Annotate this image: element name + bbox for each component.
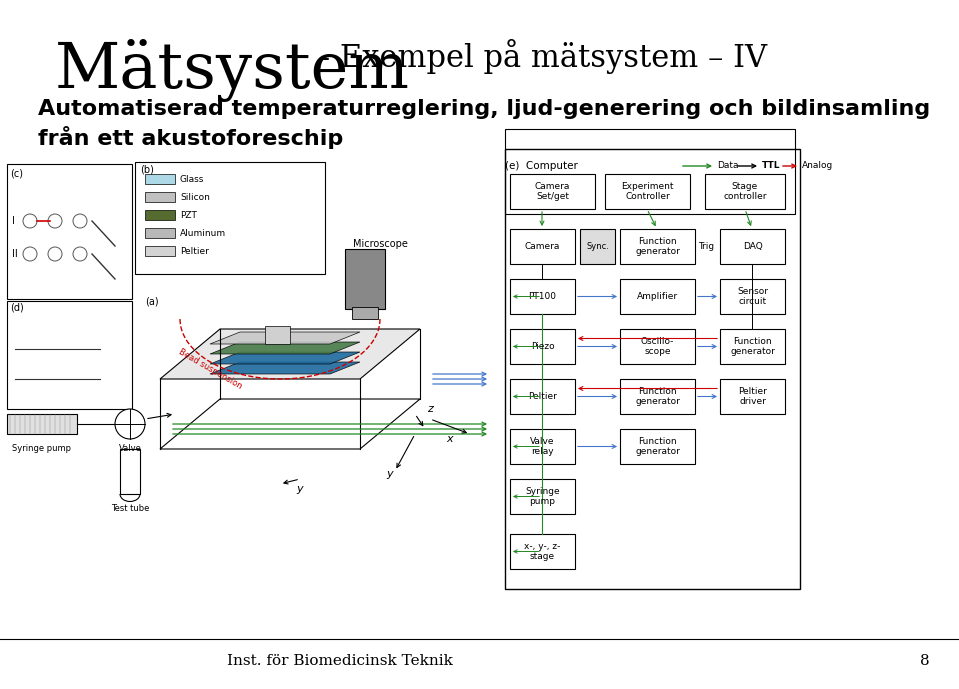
Bar: [352, 307, 378, 319]
Text: y: y: [296, 484, 303, 494]
Text: PZT: PZT: [180, 211, 197, 220]
Polygon shape: [160, 329, 420, 379]
Circle shape: [115, 409, 145, 439]
FancyBboxPatch shape: [510, 279, 575, 314]
FancyBboxPatch shape: [510, 174, 595, 209]
Text: Oscillo-
scope: Oscillo- scope: [641, 337, 674, 356]
Text: Sensor
circuit: Sensor circuit: [737, 287, 768, 306]
FancyBboxPatch shape: [720, 329, 785, 364]
FancyBboxPatch shape: [510, 229, 575, 264]
Text: x-, y-, z-
stage: x-, y-, z- stage: [525, 542, 561, 562]
Bar: [7, 164, 132, 299]
Text: 8: 8: [921, 654, 930, 668]
Polygon shape: [210, 352, 360, 364]
Polygon shape: [210, 332, 360, 344]
FancyBboxPatch shape: [720, 229, 785, 264]
Text: Camera
Set/get: Camera Set/get: [535, 182, 571, 201]
FancyBboxPatch shape: [510, 379, 575, 414]
Text: Data: Data: [717, 161, 738, 170]
Text: Peltier: Peltier: [180, 247, 209, 256]
FancyBboxPatch shape: [510, 329, 575, 364]
Bar: [120, 449, 140, 494]
Text: Function
generator: Function generator: [635, 237, 680, 256]
Text: Microscope: Microscope: [353, 239, 408, 249]
Text: (a): (a): [145, 297, 158, 307]
FancyBboxPatch shape: [705, 174, 785, 209]
Text: (b): (b): [140, 165, 153, 175]
FancyBboxPatch shape: [620, 229, 695, 264]
FancyBboxPatch shape: [620, 329, 695, 364]
Text: x: x: [447, 434, 454, 444]
Bar: [135, 162, 325, 274]
Text: från ett akustoforeschip: från ett akustoforeschip: [38, 126, 343, 149]
Text: Syringe pump: Syringe pump: [12, 444, 72, 453]
Text: I: I: [12, 216, 15, 226]
Text: - Exempel på mätsystem – IV: - Exempel på mätsystem – IV: [310, 39, 767, 74]
FancyBboxPatch shape: [510, 534, 575, 569]
Text: (c): (c): [10, 169, 23, 179]
Text: Valve: Valve: [119, 444, 141, 453]
Text: Amplifier: Amplifier: [637, 292, 678, 301]
Text: (e)  Computer: (e) Computer: [505, 161, 578, 171]
Bar: [145, 192, 175, 202]
Text: DAQ: DAQ: [742, 242, 762, 251]
FancyBboxPatch shape: [720, 379, 785, 414]
FancyBboxPatch shape: [620, 279, 695, 314]
Text: Test tube: Test tube: [111, 504, 150, 513]
FancyBboxPatch shape: [605, 174, 690, 209]
Text: (d): (d): [10, 303, 24, 313]
FancyBboxPatch shape: [510, 479, 575, 514]
FancyBboxPatch shape: [620, 429, 695, 464]
FancyBboxPatch shape: [510, 429, 575, 464]
Bar: [145, 174, 175, 184]
Text: Peltier
driver: Peltier driver: [738, 387, 767, 407]
Bar: [265, 326, 290, 344]
Text: Aluminum: Aluminum: [180, 229, 226, 238]
Text: PT100: PT100: [528, 292, 556, 301]
Text: Mätsystem: Mätsystem: [55, 39, 410, 102]
Bar: [145, 246, 175, 256]
Bar: [145, 210, 175, 220]
Text: Camera: Camera: [525, 242, 560, 251]
Text: Automatiserad temperaturreglering, ljud-generering och bildinsamling: Automatiserad temperaturreglering, ljud-…: [38, 99, 930, 119]
Text: Bead suspension: Bead suspension: [176, 347, 244, 391]
Text: Glass: Glass: [180, 174, 204, 183]
Text: Analog: Analog: [802, 161, 833, 170]
Text: II: II: [12, 249, 18, 259]
Text: Sync.: Sync.: [586, 242, 609, 251]
Bar: [145, 228, 175, 238]
Bar: [7, 301, 132, 409]
Polygon shape: [210, 362, 360, 374]
FancyBboxPatch shape: [620, 379, 695, 414]
FancyBboxPatch shape: [720, 279, 785, 314]
Bar: [505, 149, 800, 589]
Text: Function
generator: Function generator: [635, 387, 680, 407]
Text: Experiment
Controller: Experiment Controller: [621, 182, 674, 201]
Polygon shape: [160, 399, 420, 449]
Text: Piezo: Piezo: [530, 342, 554, 351]
FancyBboxPatch shape: [580, 229, 615, 264]
Bar: [505, 129, 795, 214]
Polygon shape: [210, 342, 360, 354]
Text: y: y: [386, 469, 393, 479]
Text: Trig: Trig: [698, 242, 714, 251]
Bar: [7, 414, 77, 434]
Bar: [345, 249, 385, 309]
Text: Stage
controller: Stage controller: [723, 182, 767, 201]
Text: TTL: TTL: [762, 161, 781, 170]
Text: Function
generator: Function generator: [635, 437, 680, 456]
Text: Valve
relay: Valve relay: [530, 437, 554, 456]
Text: Inst. för Biomedicinsk Teknik: Inst. för Biomedicinsk Teknik: [227, 654, 453, 668]
Text: Function
generator: Function generator: [730, 337, 775, 356]
Text: z: z: [427, 404, 433, 414]
Text: Peltier: Peltier: [528, 392, 557, 401]
Text: Syringe
pump: Syringe pump: [526, 487, 560, 506]
Text: Silicon: Silicon: [180, 192, 210, 201]
